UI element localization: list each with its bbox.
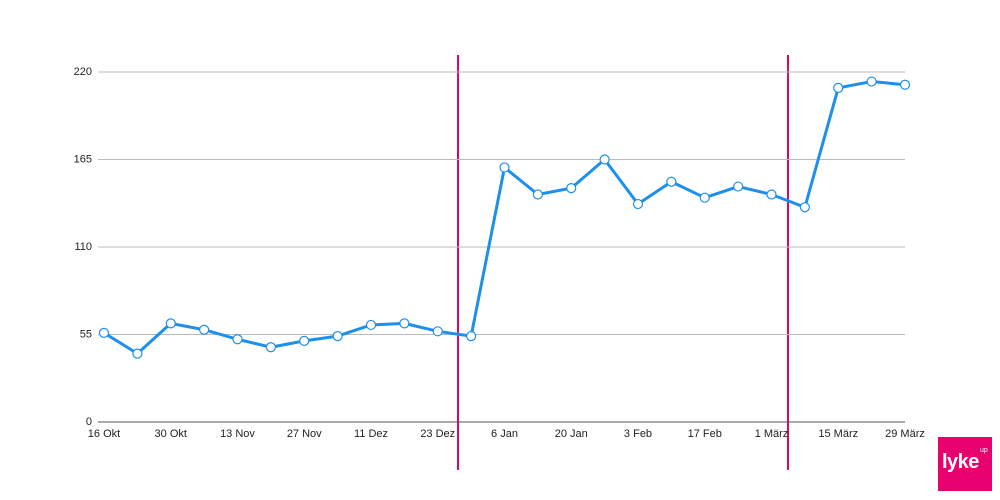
data-point (766, 189, 777, 200)
logo-superscript: up (980, 447, 988, 454)
plot: 0 55 110 165 220 16 Okt 30 Okt 13 Nov 27 Nov 11 D… (74, 66, 925, 440)
x-tick-label: 29 März (885, 428, 925, 440)
data-point (632, 198, 644, 210)
data-point (566, 183, 577, 194)
data-point (733, 181, 744, 192)
data-point (899, 79, 911, 90)
data-point (699, 192, 710, 203)
data-point (666, 176, 677, 187)
data-point (499, 162, 510, 173)
data-point (532, 189, 543, 200)
data-point (199, 324, 210, 335)
data-point (299, 335, 310, 346)
data-point (232, 334, 243, 345)
data-point (165, 318, 176, 329)
x-tick-label: 16 Okt (88, 428, 120, 440)
x-tick-label: 3 Feb (624, 428, 652, 440)
x-tick-label: 15 März (818, 428, 858, 440)
data-point (132, 348, 143, 359)
logo: lyke up (938, 437, 992, 491)
x-tick-label: 11 Dez (354, 428, 388, 440)
data-point (833, 82, 844, 94)
data-point (466, 330, 477, 342)
data-point (432, 326, 443, 337)
data-point (365, 319, 377, 331)
x-tick-label: 20 Jan (555, 428, 588, 440)
y-tick-label: 220 (74, 66, 92, 78)
data-point (98, 327, 110, 339)
y-tick-label: 165 (74, 153, 92, 165)
x-tick-label: 1 März (755, 428, 789, 440)
x-tick-label: 30 Okt (155, 428, 187, 440)
series-line (103, 80, 906, 356)
x-tick-label: 6 Jan (491, 428, 518, 440)
data-point (599, 154, 610, 165)
data-point (332, 330, 343, 342)
logo-text: lyke (942, 451, 979, 473)
x-tick-label: 17 Feb (688, 428, 722, 440)
y-tick-label: 55 (80, 328, 92, 340)
data-point (799, 202, 810, 213)
data-point (866, 76, 877, 87)
x-tick-label: 23 Dez (420, 428, 455, 440)
x-tick-label: 27 Nov (287, 428, 322, 440)
y-tick-label: 110 (74, 241, 92, 253)
x-tick-label: 13 Nov (220, 428, 255, 440)
data-point (399, 318, 410, 329)
y-tick-label: 0 (86, 416, 92, 428)
data-point (265, 342, 276, 353)
